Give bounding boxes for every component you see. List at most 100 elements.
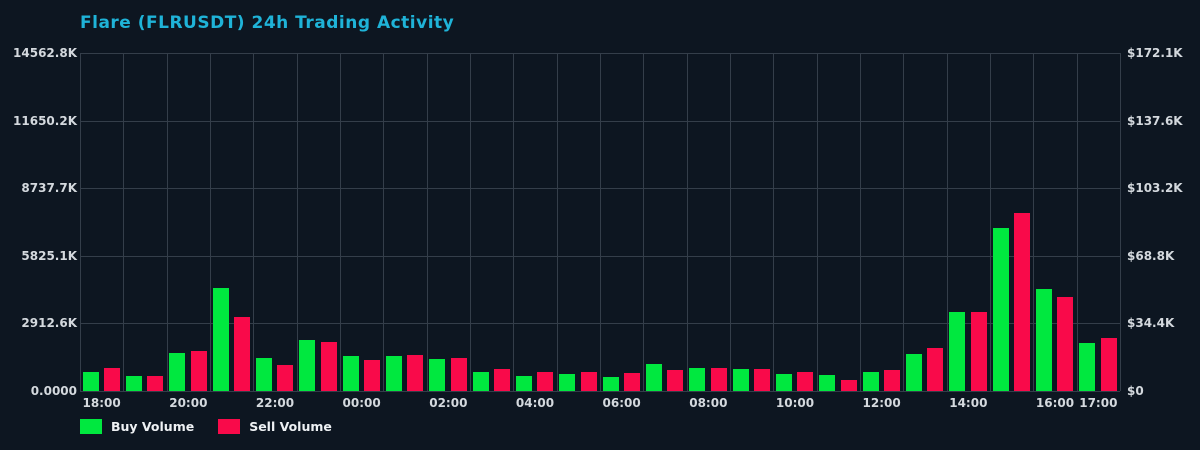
sell-volume-bar: [797, 372, 814, 391]
buy-volume-bar: [255, 358, 272, 391]
x-tick-label: 06:00: [602, 396, 641, 410]
v-gridline: [643, 53, 644, 391]
x-tick-label: 22:00: [255, 396, 295, 410]
v-gridline: [947, 53, 948, 391]
x-tick-label: 12:00: [862, 396, 901, 410]
buy-volume-bar: [949, 311, 966, 391]
buy-volume-swatch-icon: [80, 419, 102, 434]
buy-volume-bar: [1035, 288, 1052, 391]
sell-volume-bar: [104, 368, 120, 391]
sell-volume-bar: [840, 379, 857, 391]
buy-volume-bar: [862, 372, 879, 391]
sell-volume-bar: [190, 350, 207, 391]
x-tick-label: 14:00: [949, 396, 988, 410]
plot-area: [80, 53, 1121, 392]
x-axis-line: [80, 391, 1120, 392]
v-gridline: [817, 53, 818, 391]
sell-volume-bar: [320, 341, 337, 391]
sell-volume-bar: [710, 368, 727, 391]
v-gridline: [80, 53, 81, 391]
sell-volume-bar: [537, 371, 554, 391]
y-tick-label-right: $68.8K: [1127, 248, 1175, 263]
sell-volume-bar: [364, 359, 380, 391]
sell-volume-bar: [494, 369, 510, 391]
buy-volume-bar: [689, 367, 706, 391]
x-tick-label: 18:00: [82, 396, 121, 410]
v-gridline: [730, 53, 731, 391]
y-tick-label-right: $0: [1127, 384, 1144, 398]
v-gridline: [123, 53, 124, 391]
sell-volume-bar: [450, 357, 467, 391]
sell-volume-bar: [624, 372, 640, 391]
buy-volume-bar: [1079, 343, 1096, 391]
y-tick-label-left: 2912.6K: [21, 316, 77, 331]
buy-volume-bar: [645, 363, 662, 391]
v-gridline: [687, 53, 688, 391]
v-gridline: [427, 53, 428, 391]
v-gridline: [253, 53, 254, 391]
x-tick-label: 04:00: [515, 396, 555, 410]
sell-volume-bar: [234, 317, 250, 391]
chart-title: Flare (FLRUSDT) 24h Trading Activity: [80, 13, 455, 33]
sell-volume-bar: [667, 369, 684, 391]
buy-volume-bar: [515, 375, 532, 391]
y-tick-label-left: 0.0000: [30, 384, 77, 398]
legend-entry-sell: Sell Volume: [218, 419, 332, 434]
sell-volume-bar: [884, 369, 900, 391]
v-gridline: [513, 53, 514, 391]
sell-volume-bar: [970, 311, 987, 391]
sell-volume-bar: [407, 354, 424, 391]
buy-volume-bar: [732, 369, 749, 391]
y-tick-label-left: 5825.1K: [21, 248, 77, 263]
x-tick-label: 08:00: [689, 396, 728, 410]
sell-volume-bar: [1100, 338, 1117, 391]
v-gridline: [167, 53, 168, 391]
v-gridline: [210, 53, 211, 391]
y-tick-label-right: $103.2K: [1127, 181, 1183, 196]
sell-volume-bar: [580, 371, 597, 391]
buy-volume-bar: [342, 355, 359, 391]
sell-volume-swatch-icon: [218, 419, 241, 434]
legend-entry-buy: Buy Volume: [80, 419, 194, 434]
legend-label-buy: Buy Volume: [111, 419, 195, 434]
sell-volume-bar: [754, 368, 770, 391]
v-gridline: [600, 53, 601, 391]
sell-volume-bar: [147, 375, 164, 391]
x-tick-label: 02:00: [429, 396, 468, 410]
buy-volume-bar: [125, 376, 142, 391]
legend: Buy Volume Sell Volume: [80, 419, 356, 434]
x-tick-label: 16:00: [1035, 396, 1075, 410]
buy-volume-bar: [992, 227, 1009, 391]
buy-volume-bar: [905, 353, 922, 391]
buy-volume-bar: [212, 288, 229, 391]
legend-label-sell: Sell Volume: [249, 419, 332, 434]
y-tick-label-right: $172.1K: [1127, 46, 1183, 60]
v-gridline: [773, 53, 774, 391]
x-tick-label: 10:00: [775, 396, 815, 410]
v-gridline: [990, 53, 991, 391]
buy-volume-bar: [385, 355, 402, 391]
sell-volume-bar: [1057, 296, 1074, 391]
y-tick-label-left: 8737.7K: [21, 181, 77, 196]
y-tick-label-left: 11650.2K: [13, 113, 77, 128]
v-gridline: [340, 53, 341, 391]
v-gridline: [557, 53, 558, 391]
v-gridline: [1120, 53, 1121, 391]
y-tick-label-left: 14562.8K: [13, 46, 77, 60]
sell-volume-bar: [1014, 212, 1030, 391]
v-gridline: [1077, 53, 1078, 391]
x-tick-label: 00:00: [342, 396, 381, 410]
buy-volume-bar: [429, 359, 446, 391]
buy-volume-bar: [819, 375, 836, 391]
buy-volume-bar: [299, 339, 316, 391]
v-gridline: [383, 53, 384, 391]
buy-volume-bar: [169, 352, 186, 391]
buy-volume-bar: [775, 374, 792, 391]
v-gridline: [470, 53, 471, 391]
v-gridline: [1033, 53, 1034, 391]
sell-volume-bar: [277, 364, 294, 391]
v-gridline: [903, 53, 904, 391]
y-tick-label-right: $137.6K: [1127, 113, 1183, 128]
buy-volume-bar: [82, 372, 99, 391]
buy-volume-bar: [472, 372, 489, 391]
